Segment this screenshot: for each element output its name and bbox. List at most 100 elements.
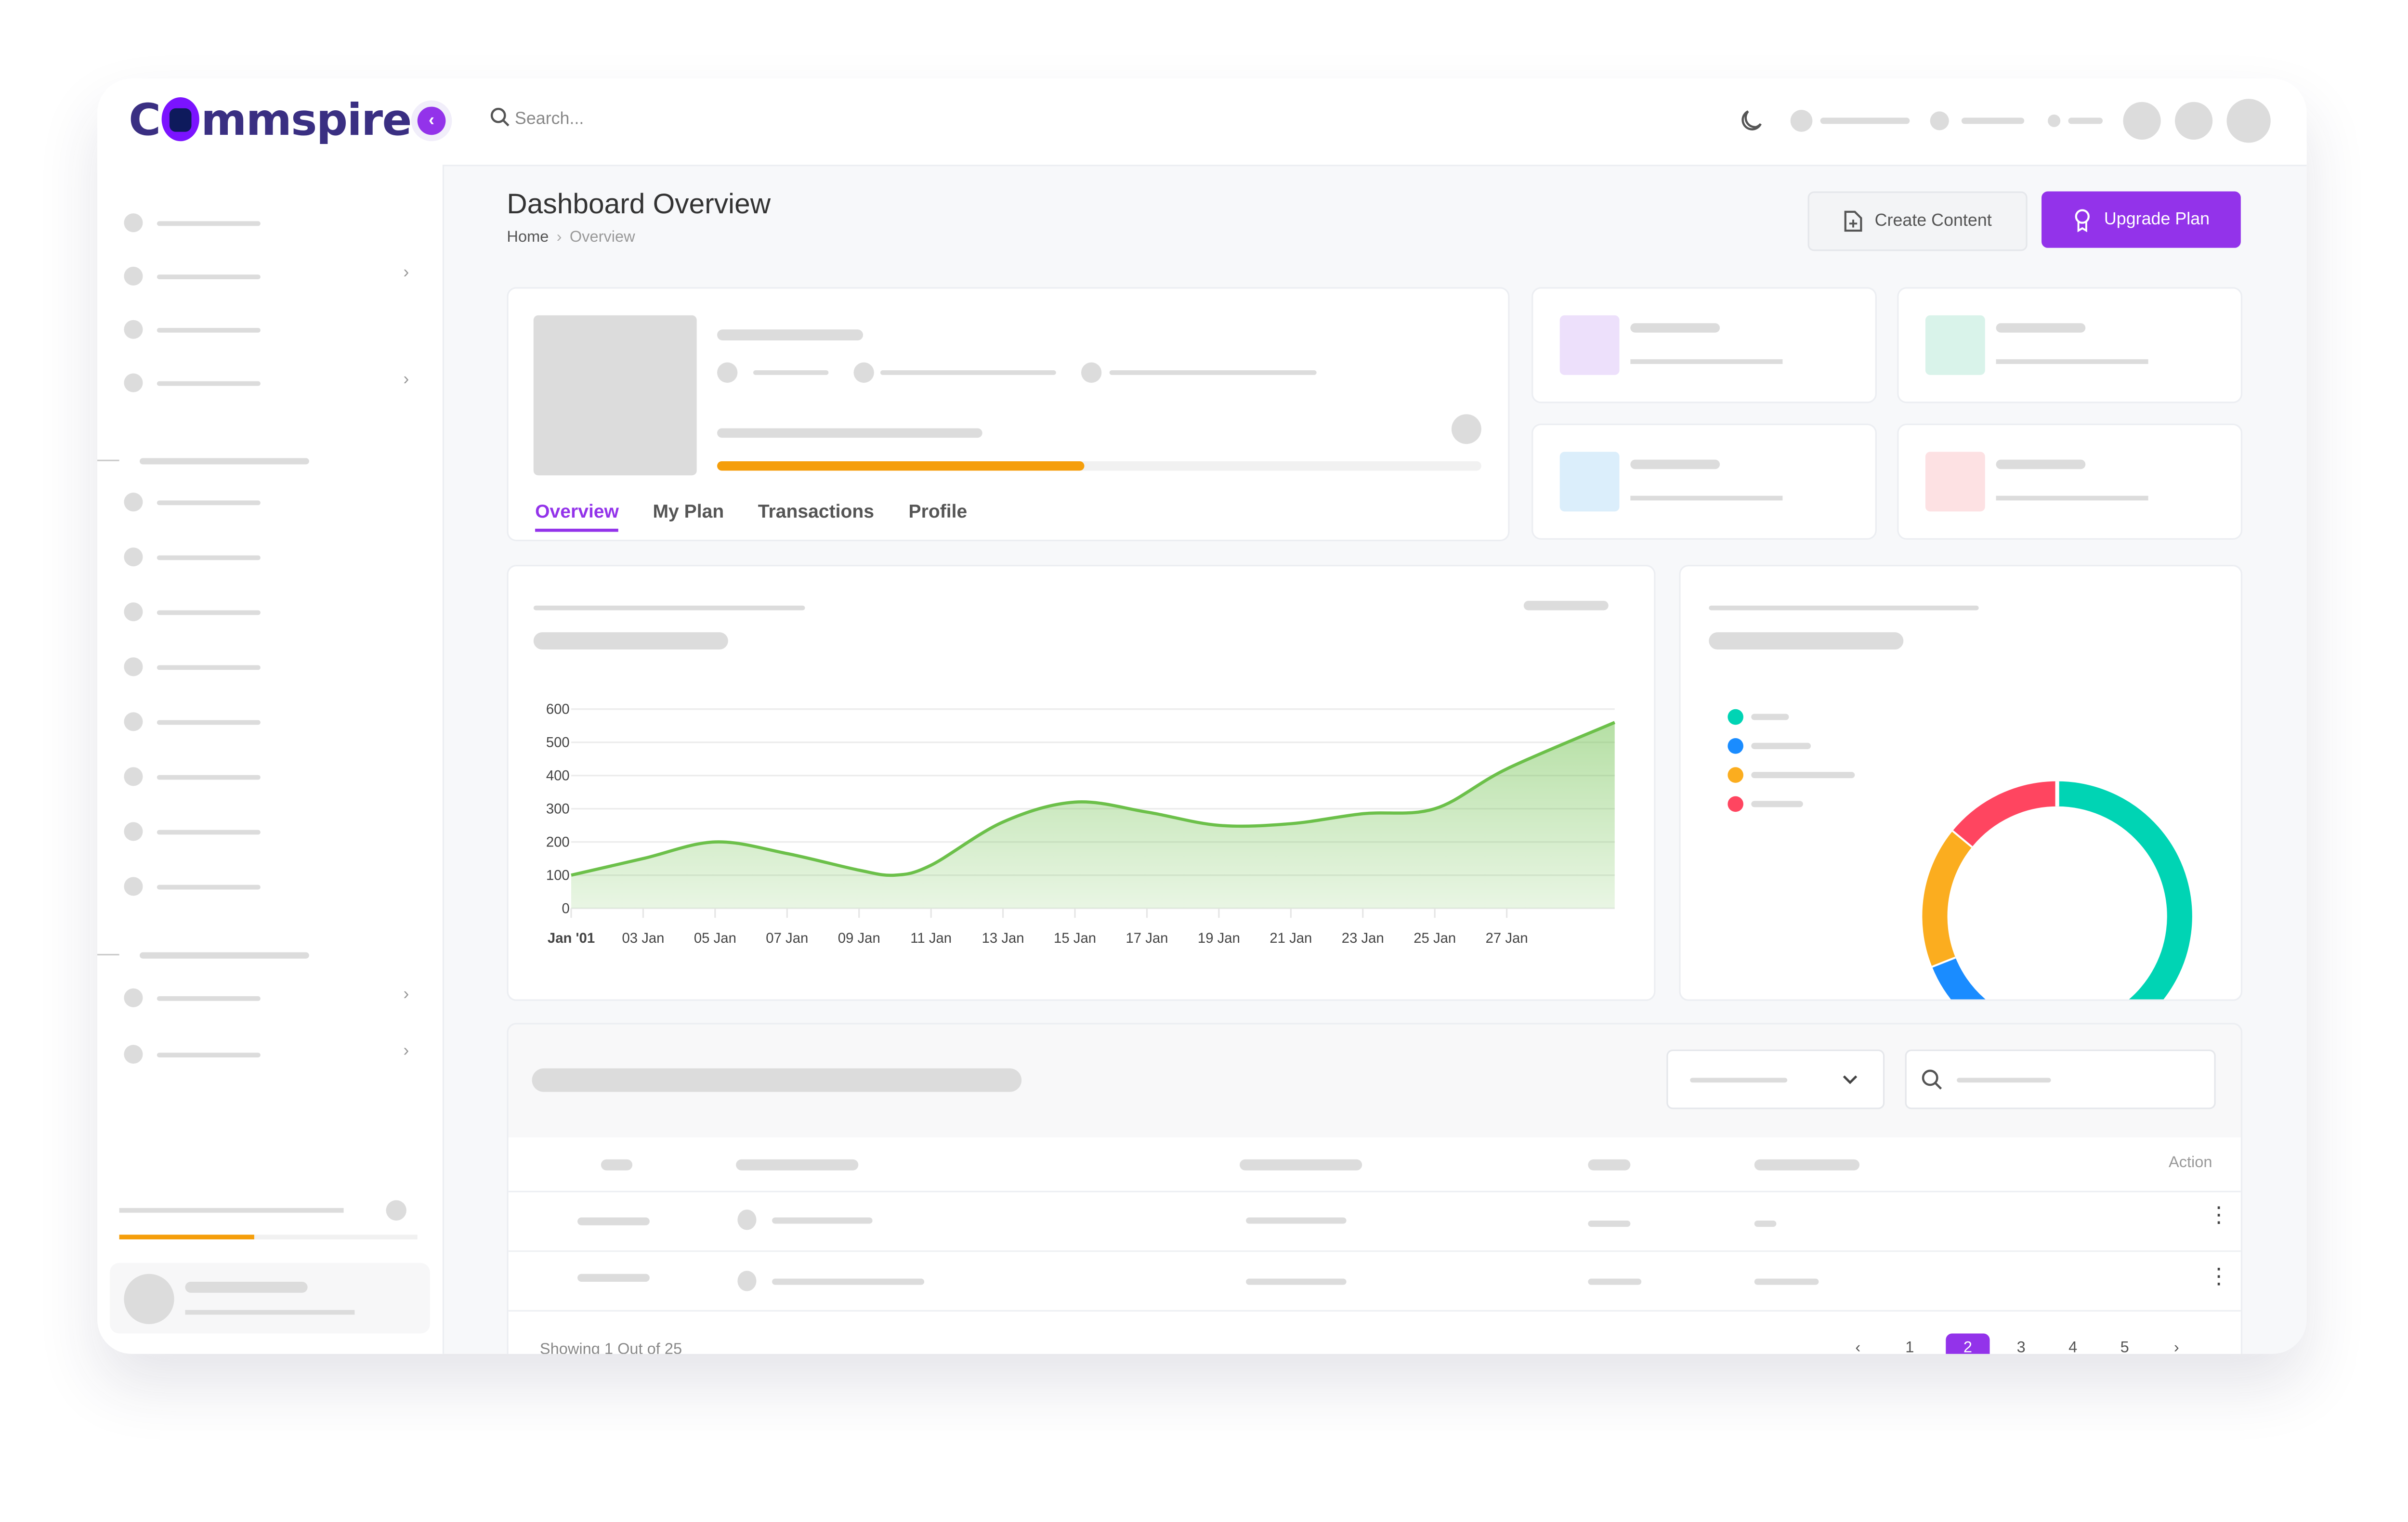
column-header <box>1754 1159 1859 1171</box>
chevron-left-icon: ‹ <box>418 107 446 135</box>
area-fill <box>571 722 1615 908</box>
tab-profile[interactable]: Profile <box>909 500 968 522</box>
sidebar-item-label <box>157 996 261 1001</box>
legend-marker <box>1727 796 1743 812</box>
prev-page-button[interactable]: ‹ <box>1842 1334 1873 1354</box>
breadcrumb-home[interactable]: Home <box>507 229 549 247</box>
sidebar-item[interactable] <box>97 538 443 576</box>
file-plus-icon <box>1843 210 1862 233</box>
sidebar-progress-bar <box>119 1235 418 1239</box>
next-page-button[interactable]: › <box>2161 1334 2192 1354</box>
notification-button[interactable] <box>2123 102 2160 140</box>
donut-slice[interactable] <box>1963 794 2057 838</box>
sidebar-item-label <box>157 720 261 725</box>
stat-card[interactable] <box>1531 287 1877 403</box>
sidebar-item[interactable]: › <box>97 257 443 295</box>
stat-card[interactable] <box>1531 424 1877 540</box>
y-tick-label: 300 <box>546 801 570 817</box>
cell-avatar <box>737 1271 756 1291</box>
sidebar-item-label <box>157 274 261 279</box>
sidebar-item-label <box>157 328 261 333</box>
cell <box>1754 1221 1777 1227</box>
sidebar-item-label <box>157 830 261 835</box>
sidebar-item[interactable] <box>97 813 443 850</box>
skeleton <box>1690 1078 1787 1082</box>
stat-card[interactable] <box>1897 424 2242 540</box>
sidebar-item[interactable] <box>97 703 443 741</box>
upgrade-plan-button[interactable]: Upgrade Plan <box>2042 192 2241 248</box>
section-divider <box>97 954 119 955</box>
x-tick-label: 13 Jan <box>982 930 1024 946</box>
create-content-button[interactable]: Create Content <box>1808 192 2028 251</box>
user-email <box>185 1310 354 1315</box>
avatar[interactable] <box>2227 99 2271 143</box>
x-tick-label: 15 Jan <box>1054 930 1096 946</box>
sidebar-item-icon <box>124 1045 143 1064</box>
sidebar-item[interactable]: › <box>97 1035 443 1073</box>
donut-slice[interactable] <box>1935 838 1963 962</box>
upgrade-plan-label: Upgrade Plan <box>2104 210 2210 229</box>
x-tick-label: 11 Jan <box>910 930 952 946</box>
sidebar-item-icon <box>124 657 143 676</box>
skeleton <box>717 429 982 438</box>
stat-card-title <box>1996 460 2086 469</box>
skeleton <box>119 1208 344 1213</box>
sidebar-item-icon <box>124 213 143 232</box>
page-button[interactable]: 2 <box>1946 1334 1989 1354</box>
page-button[interactable]: 3 <box>2005 1334 2037 1354</box>
x-tick-label: 05 Jan <box>694 930 736 946</box>
stat-card-icon <box>1560 315 1620 375</box>
sidebar: › › › › <box>97 165 444 1354</box>
logo-text: mmspire <box>201 94 411 146</box>
skeleton <box>1110 370 1317 375</box>
section-heading <box>140 952 309 959</box>
tab-transactions[interactable]: Transactions <box>758 500 874 522</box>
status-dot <box>2048 115 2060 127</box>
page-button[interactable]: 1 <box>1894 1334 1925 1354</box>
x-tick-label: 21 Jan <box>1269 930 1312 946</box>
donut-slice[interactable] <box>1943 961 2027 999</box>
search-input[interactable]: Search... <box>490 107 584 129</box>
sidebar-item[interactable] <box>97 868 443 905</box>
sidebar-item-label <box>157 381 261 386</box>
tab-my-plan[interactable]: My Plan <box>653 500 724 522</box>
stat-card-icon <box>1925 315 1985 375</box>
sidebar-item[interactable] <box>97 311 443 348</box>
user-card[interactable] <box>110 1263 430 1334</box>
more-vertical-icon[interactable]: ⋮ <box>2208 1268 2220 1284</box>
table-row[interactable]: ⋮ <box>509 1250 2241 1312</box>
sidebar-item-label <box>157 1053 261 1057</box>
table-search-input[interactable] <box>1905 1050 2216 1109</box>
sidebar-item[interactable]: › <box>97 979 443 1016</box>
table-row[interactable]: ⋮ <box>509 1191 2241 1252</box>
column-header <box>736 1159 858 1171</box>
settings-button[interactable] <box>2175 102 2212 140</box>
stat-card[interactable] <box>1897 287 2242 403</box>
sidebar-item-label <box>157 500 261 505</box>
sidebar-item[interactable] <box>97 483 443 521</box>
skeleton-dot <box>386 1200 406 1221</box>
page-button[interactable]: 5 <box>2109 1334 2140 1354</box>
sidebar-item[interactable] <box>97 204 443 242</box>
tab-overview[interactable]: Overview <box>535 500 619 522</box>
cell <box>772 1217 873 1223</box>
page-button[interactable]: 4 <box>2057 1334 2089 1354</box>
skeleton-dot <box>1081 363 1101 383</box>
collapse-sidebar-button[interactable]: ‹ <box>411 101 452 142</box>
stat-card-title <box>1630 323 1720 333</box>
sidebar-item[interactable] <box>97 758 443 795</box>
sidebar-item[interactable]: › <box>97 364 443 402</box>
stat-card-value <box>1630 496 1782 501</box>
moon-icon[interactable] <box>1739 108 1764 133</box>
sidebar-item[interactable] <box>97 648 443 686</box>
legend-marker <box>1727 738 1743 754</box>
filter-dropdown[interactable] <box>1666 1050 1885 1109</box>
chevron-right-icon: › <box>403 370 409 389</box>
sidebar-item[interactable] <box>97 593 443 631</box>
donut-slice[interactable] <box>2027 794 2179 1000</box>
x-tick-label: 27 Jan <box>1486 930 1528 946</box>
more-vertical-icon[interactable]: ⋮ <box>2208 1207 2220 1223</box>
